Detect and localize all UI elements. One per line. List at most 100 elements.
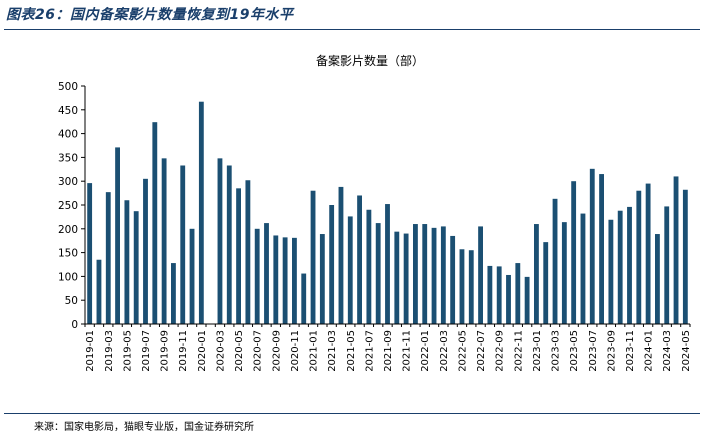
bar-2023-04 <box>561 222 567 324</box>
x-tick-label: 2021-11 <box>402 330 413 372</box>
bar-2020-10 <box>282 237 288 324</box>
bar-2023-06 <box>580 213 586 324</box>
bar-2022-07 <box>478 226 483 324</box>
x-tick-label: 2020-11 <box>290 330 301 372</box>
bar-2022-09 <box>496 266 502 324</box>
bar-2019-08 <box>152 122 158 325</box>
title-divider <box>4 29 700 30</box>
bar-2021-10 <box>394 231 400 324</box>
bar-2024-01 <box>645 183 651 324</box>
x-tick-label: 2023-07 <box>588 330 599 372</box>
x-tick-label: 2023-03 <box>551 330 562 372</box>
x-tick-label: 2021-03 <box>327 330 338 372</box>
x-tick-label: 2024-03 <box>662 330 673 372</box>
y-tick-label: 50 <box>65 295 78 307</box>
bar-2022-03 <box>440 226 446 324</box>
x-tick-label: 2019-05 <box>122 330 133 372</box>
bar-2020-05 <box>236 188 241 324</box>
x-tick-label: 2021-05 <box>346 330 357 372</box>
x-tick-label: 2024-01 <box>644 330 655 372</box>
bar-2024-03 <box>664 206 670 324</box>
bar-chart: 备案影片数量（部） 0 50 100 150 200 250 300 350 400 450 500… <box>58 53 692 372</box>
bar-2021-02 <box>319 234 325 324</box>
x-tick-label: 2020-07 <box>253 330 264 372</box>
y-tick-label: 500 <box>58 81 78 93</box>
bar-2020-12 <box>301 273 307 324</box>
bar-2019-10 <box>171 263 176 324</box>
x-tick-label: 2020-03 <box>215 330 226 372</box>
y-tick-label: 450 <box>58 105 78 117</box>
bar-2023-09 <box>608 219 614 324</box>
bar-2023-08 <box>599 174 604 324</box>
bar-2019-09 <box>161 158 167 324</box>
y-tick-label: 250 <box>58 200 78 212</box>
bar-2019-01 <box>87 183 93 324</box>
bar-2022-08 <box>487 265 493 324</box>
bar-2023-10 <box>617 210 623 324</box>
bar-2019-07 <box>143 178 148 324</box>
bar-2021-06 <box>357 195 362 324</box>
x-tick-label: 2022-03 <box>439 330 450 372</box>
bar-2021-12 <box>413 224 418 324</box>
x-tick-label: 2023-09 <box>606 330 617 372</box>
bar-2020-08 <box>264 223 269 324</box>
bar-2019-11 <box>180 165 186 324</box>
bar-2021-08 <box>375 223 381 324</box>
x-tick-label: 2023-11 <box>625 330 636 372</box>
figure-title: 图表26：国内备案影片数量恢复到19年水平 <box>6 7 294 23</box>
bar-2019-05 <box>124 200 130 324</box>
x-tick-label: 2021-01 <box>309 330 320 372</box>
x-tick-label: 2020-05 <box>234 330 245 372</box>
x-tick-label: 2022-09 <box>495 330 506 372</box>
x-tick-label: 2019-09 <box>160 330 171 372</box>
bar-2023-12 <box>636 190 642 324</box>
bar-2022-04 <box>450 235 456 324</box>
x-tick-label: 2022-11 <box>513 330 524 372</box>
bar-2023-03 <box>552 198 558 324</box>
y-tick-label: 150 <box>58 248 78 260</box>
bar-2022-06 <box>468 250 474 324</box>
bar-2020-01 <box>198 101 204 324</box>
bar-2022-01 <box>422 224 428 324</box>
x-tick-label: 2023-05 <box>569 330 580 372</box>
bar-2020-11 <box>292 237 297 324</box>
bar-2022-10 <box>506 274 511 324</box>
bars <box>87 101 688 325</box>
y-tick-label: 400 <box>58 129 78 141</box>
bar-2021-04 <box>338 186 344 324</box>
source-divider <box>4 413 700 414</box>
bar-2020-06 <box>245 180 251 324</box>
x-tick-label: 2022-01 <box>420 330 431 372</box>
x-tick-label: 2019-11 <box>178 330 189 372</box>
x-tick-label: 2019-01 <box>85 330 96 372</box>
x-axis: 2019-01 2019-03 2019-05 2019-07 2019-09 2019-… <box>84 323 692 372</box>
x-tick-label: 2019-03 <box>104 330 115 372</box>
bar-2021-03 <box>329 205 335 324</box>
bar-2021-05 <box>347 216 353 324</box>
bar-2023-02 <box>543 242 549 324</box>
y-tick-label: 0 <box>71 319 78 331</box>
bar-2021-07 <box>366 209 372 324</box>
bar-2023-11 <box>627 206 632 324</box>
bar-2023-05 <box>571 181 577 324</box>
x-tick-label: 2024-05 <box>681 330 692 372</box>
x-tick-label: 2020-01 <box>197 330 208 372</box>
x-tick-label: 2021-07 <box>364 330 375 372</box>
bar-2023-07 <box>589 168 595 324</box>
bar-2022-12 <box>524 276 530 324</box>
chart-title: 备案影片数量（部） <box>316 53 424 68</box>
bar-2021-11 <box>403 233 409 324</box>
bar-2024-02 <box>655 234 660 324</box>
y-tick-label: 300 <box>58 176 78 188</box>
bar-2019-03 <box>105 192 111 324</box>
bar-2020-03 <box>217 158 223 324</box>
bar-2021-01 <box>310 190 316 324</box>
bar-2022-05 <box>459 249 465 324</box>
bar-2020-07 <box>254 228 260 324</box>
y-tick-label: 100 <box>58 271 78 283</box>
bar-2024-05 <box>682 189 688 324</box>
x-tick-label: 2021-09 <box>383 330 394 372</box>
bar-2019-06 <box>133 211 139 324</box>
bar-2023-01 <box>534 224 539 324</box>
y-axis: 0 50 100 150 200 250 300 350 400 450 500 <box>58 81 86 331</box>
